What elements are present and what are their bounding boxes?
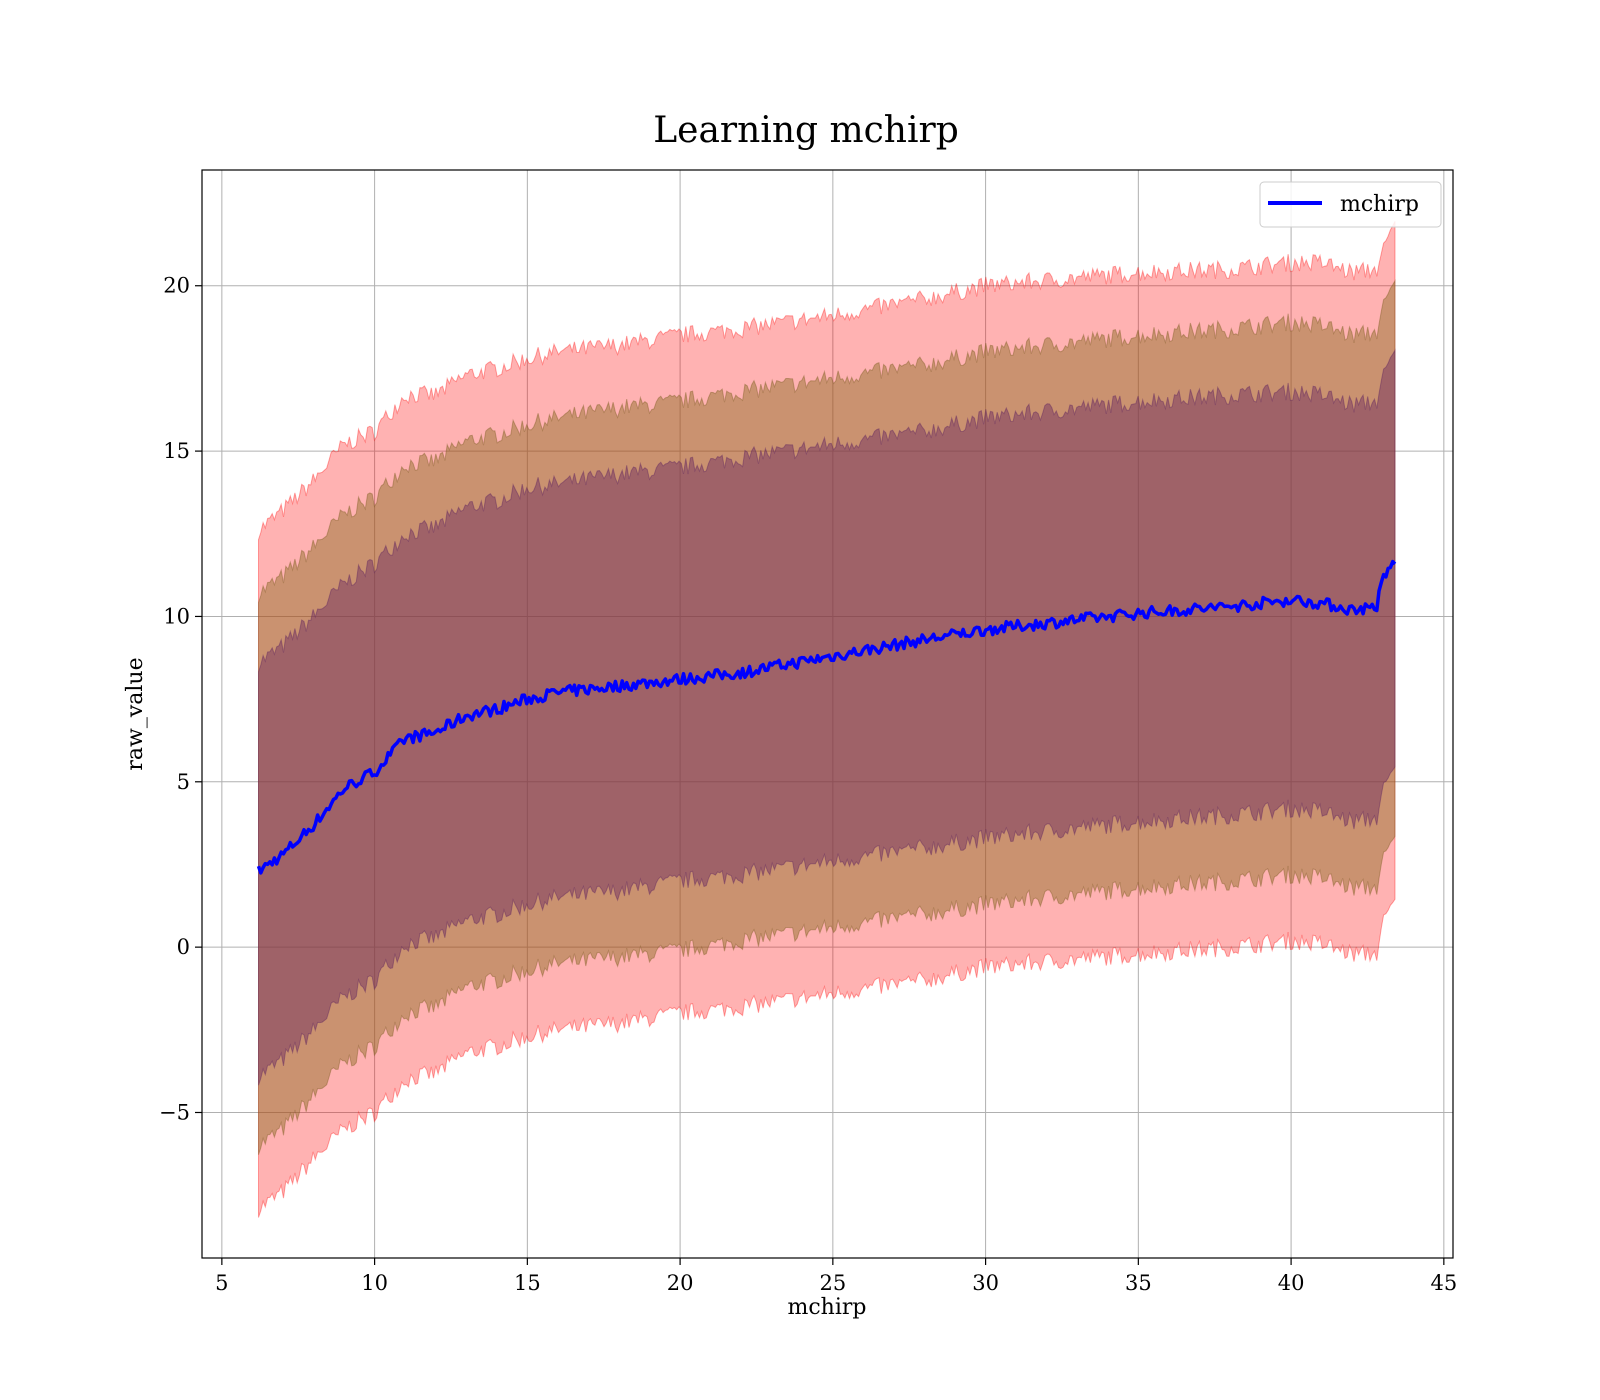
grid (202, 170, 1453, 1258)
x-tick-label: 30 (972, 1271, 999, 1295)
plot-frame (201, 169, 1454, 1259)
x-tick-label: 5 (215, 1271, 228, 1295)
band-1-sigma (258, 348, 1396, 1086)
x-tick-label: 35 (1125, 1271, 1152, 1295)
y-axis-label: raw_value (123, 657, 148, 770)
chart-title: Learning mchirp (653, 110, 959, 151)
x-tick-label: 15 (514, 1271, 541, 1295)
legend: mchirp (1259, 181, 1442, 228)
y-ticks: −5 0 5 10 15 20 (159, 274, 202, 1124)
y-tick-label: −5 (159, 1100, 190, 1124)
y-tick-label: 0 (177, 935, 190, 959)
x-tick-label: 25 (819, 1271, 846, 1295)
series-lines (256, 559, 1397, 875)
y-tick-label: 20 (163, 274, 190, 298)
legend-label: mchirp (1340, 192, 1419, 217)
x-tick-label: 10 (361, 1271, 388, 1295)
x-tick-label: 20 (667, 1271, 694, 1295)
y-tick-label: 5 (177, 770, 190, 794)
x-axis-label: mchirp (788, 1295, 867, 1320)
y-tick-label: 10 (163, 604, 190, 628)
x-tick-label: 45 (1430, 1271, 1457, 1295)
x-ticks: 5 10 15 20 25 30 35 40 45 (215, 1258, 1457, 1295)
y-tick-label: 15 (163, 439, 190, 463)
series-line-mchirp (256, 559, 1397, 875)
x-tick-label: 40 (1278, 1271, 1305, 1295)
band-2-sigma (258, 278, 1396, 1155)
band-3-sigma (258, 221, 1396, 1218)
legend-box (1259, 181, 1442, 228)
bands (258, 221, 1396, 1218)
